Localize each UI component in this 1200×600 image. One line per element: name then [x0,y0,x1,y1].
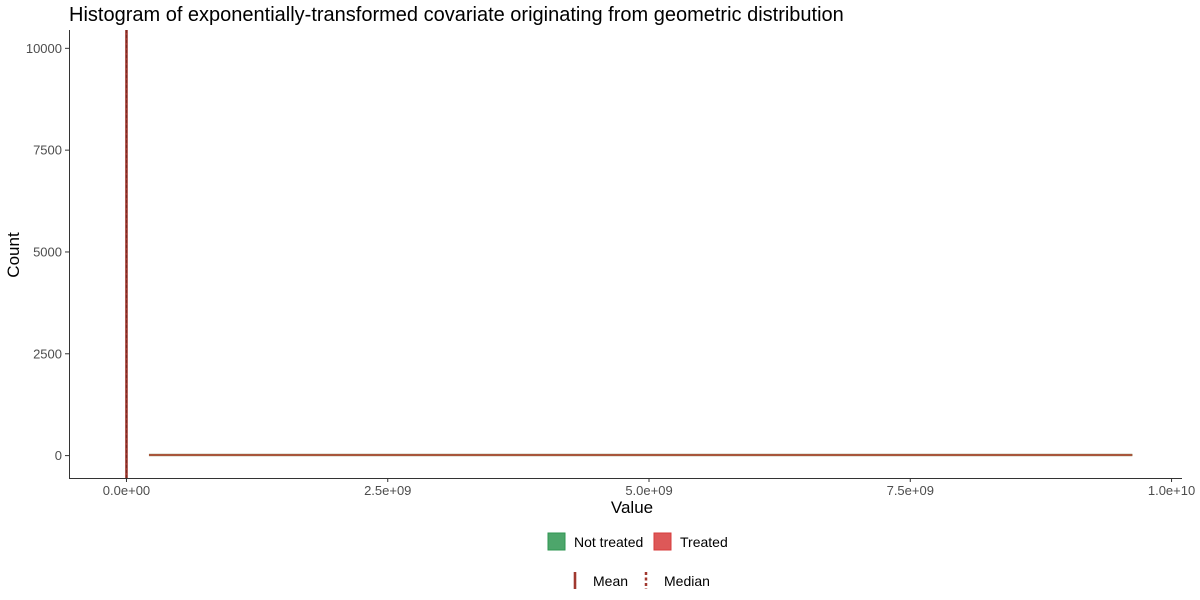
y-tick-label: 7500 [33,143,62,158]
y-axis-title: Count [4,232,23,278]
chart-title: Histogram of exponentially-transformed c… [69,4,844,26]
legend-fill: Not treated Treated [547,532,728,551]
histogram-series-treated [148,453,1133,457]
x-tick-label: 7.5e+09 [887,483,934,498]
y-tick-label: 2500 [33,346,62,361]
plot-area [125,30,1133,478]
x-tick-label: 1.0e+10 [1148,483,1195,498]
legend-label: Median [664,573,710,589]
y-tick-label: 10000 [26,41,62,56]
y-tick-label: 5000 [33,244,62,259]
legend-label: Mean [593,573,628,589]
legend-label: Not treated [574,534,643,550]
legend-swatch-not-treated [547,532,566,551]
legend-lines: Mean Median [573,572,710,589]
x-tick-label: 5.0e+09 [625,483,672,498]
x-tick-label: 0.0e+00 [103,483,150,498]
x-tick-label: 2.5e+09 [364,483,411,498]
x-axis-ticks: 0.0e+00 2.5e+09 5.0e+09 7.5e+09 1.0e+10 [103,478,1195,498]
x-axis-title: Value [611,498,653,517]
y-axis-ticks: 0 2500 5000 7500 10000 [26,41,69,463]
y-tick-label: 0 [55,448,62,463]
legend-label: Treated [680,534,728,550]
legend-swatch-treated [653,532,672,551]
